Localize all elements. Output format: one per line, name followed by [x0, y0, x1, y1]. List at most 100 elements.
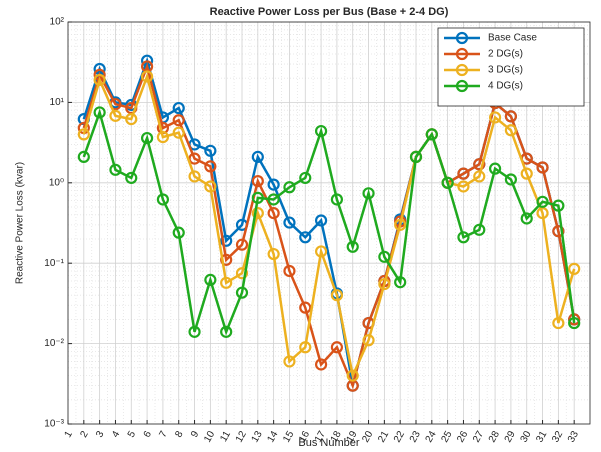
series-line	[82, 108, 576, 336]
point-marker	[204, 160, 217, 173]
legend-marker	[455, 63, 469, 77]
x-tick-label: 25	[439, 429, 454, 445]
point-marker	[504, 173, 518, 186]
point-marker	[552, 199, 565, 212]
y-tick-label: 10⁻³	[44, 419, 64, 430]
point-marker	[568, 262, 581, 275]
x-tick-label: 18	[329, 429, 344, 445]
y-axis-label: Reactive Power Loss (kvar)	[15, 162, 26, 284]
point-marker	[520, 167, 533, 180]
point-marker	[536, 195, 549, 208]
point-marker	[330, 193, 344, 206]
point-marker	[314, 124, 328, 138]
x-tick-label: 22	[392, 429, 407, 445]
point-marker	[378, 250, 391, 263]
x-tick-label: 32	[550, 429, 565, 445]
point-marker	[156, 193, 170, 206]
point-marker	[425, 128, 438, 141]
x-tick-label: 12	[234, 429, 249, 445]
legend-marker	[455, 31, 469, 45]
x-axis-label: Bus Number	[298, 437, 359, 449]
point-marker	[552, 225, 565, 238]
point-marker	[188, 170, 201, 183]
point-marker	[473, 170, 486, 183]
point-marker	[378, 277, 391, 291]
point-marker	[362, 187, 375, 200]
x-tick-label: 24	[424, 429, 439, 445]
x-tick-label: 13	[250, 429, 265, 445]
point-marker	[204, 180, 217, 193]
y-tick-label: 10⁰	[49, 177, 64, 188]
legend-label: Base Case	[488, 33, 537, 44]
point-marker	[473, 223, 486, 236]
point-marker	[457, 231, 470, 244]
x-tick-label: 3	[94, 429, 107, 440]
point-marker	[299, 341, 312, 354]
point-marker	[109, 109, 122, 122]
point-marker	[251, 191, 264, 204]
point-marker	[504, 110, 518, 123]
point-marker	[267, 247, 280, 261]
point-marker	[504, 124, 518, 137]
legend-marker	[455, 47, 469, 61]
x-tick-label: 29	[503, 429, 518, 445]
point-marker	[188, 325, 201, 338]
point-marker	[536, 161, 549, 174]
point-marker	[394, 218, 407, 231]
point-marker	[536, 206, 549, 220]
x-tick-label: 5	[126, 429, 139, 440]
x-tick-label: 8	[173, 429, 186, 440]
x-tick-label: 1	[63, 429, 76, 440]
point-marker	[457, 180, 470, 193]
point-marker	[77, 150, 90, 163]
point-marker	[457, 167, 470, 180]
x-tick-label: 27	[471, 429, 486, 445]
x-tick-label: 6	[142, 429, 155, 440]
point-marker	[394, 276, 407, 289]
point-marker	[330, 289, 344, 302]
point-marker	[188, 152, 201, 165]
point-marker	[441, 176, 454, 189]
point-marker	[204, 273, 217, 286]
point-marker	[125, 171, 138, 185]
point-marker	[220, 325, 233, 338]
point-marker	[267, 206, 280, 220]
point-marker	[220, 276, 233, 289]
point-marker	[235, 267, 249, 280]
point-marker	[156, 131, 170, 144]
x-tick-label: 28	[487, 429, 502, 445]
x-tick-label: 23	[408, 429, 423, 445]
point-marker	[283, 264, 296, 278]
point-marker	[93, 73, 106, 87]
legend-box	[437, 27, 585, 107]
point-marker	[77, 128, 90, 141]
legend-marker	[455, 79, 469, 93]
chart-title: Reactive Power Loss per Bus (Base + 2-4 …	[210, 6, 449, 18]
series-line	[82, 72, 576, 380]
x-tick-label: 14	[265, 429, 280, 445]
point-marker	[267, 193, 280, 206]
point-marker	[140, 131, 154, 145]
x-tick-label: 7	[157, 429, 170, 440]
point-marker	[568, 316, 581, 330]
point-marker	[172, 101, 185, 115]
point-marker	[109, 163, 122, 176]
point-marker	[346, 369, 359, 382]
point-marker	[220, 234, 233, 247]
x-tick-label: 9	[189, 429, 202, 440]
x-tick-label: 4	[110, 429, 123, 440]
point-marker	[552, 316, 565, 330]
point-marker	[140, 70, 154, 83]
y-tick-label: 10⁻¹	[44, 258, 64, 269]
point-marker	[235, 238, 249, 251]
x-tick-label: 15	[281, 429, 296, 445]
point-marker	[172, 226, 185, 239]
x-tick-label: 30	[519, 429, 534, 445]
legend-label: 3 DG(s)	[488, 65, 523, 76]
point-marker	[251, 150, 264, 163]
point-marker	[125, 112, 138, 126]
point-marker	[235, 286, 249, 299]
point-marker	[314, 245, 328, 258]
x-tick-label: 16	[297, 429, 312, 445]
